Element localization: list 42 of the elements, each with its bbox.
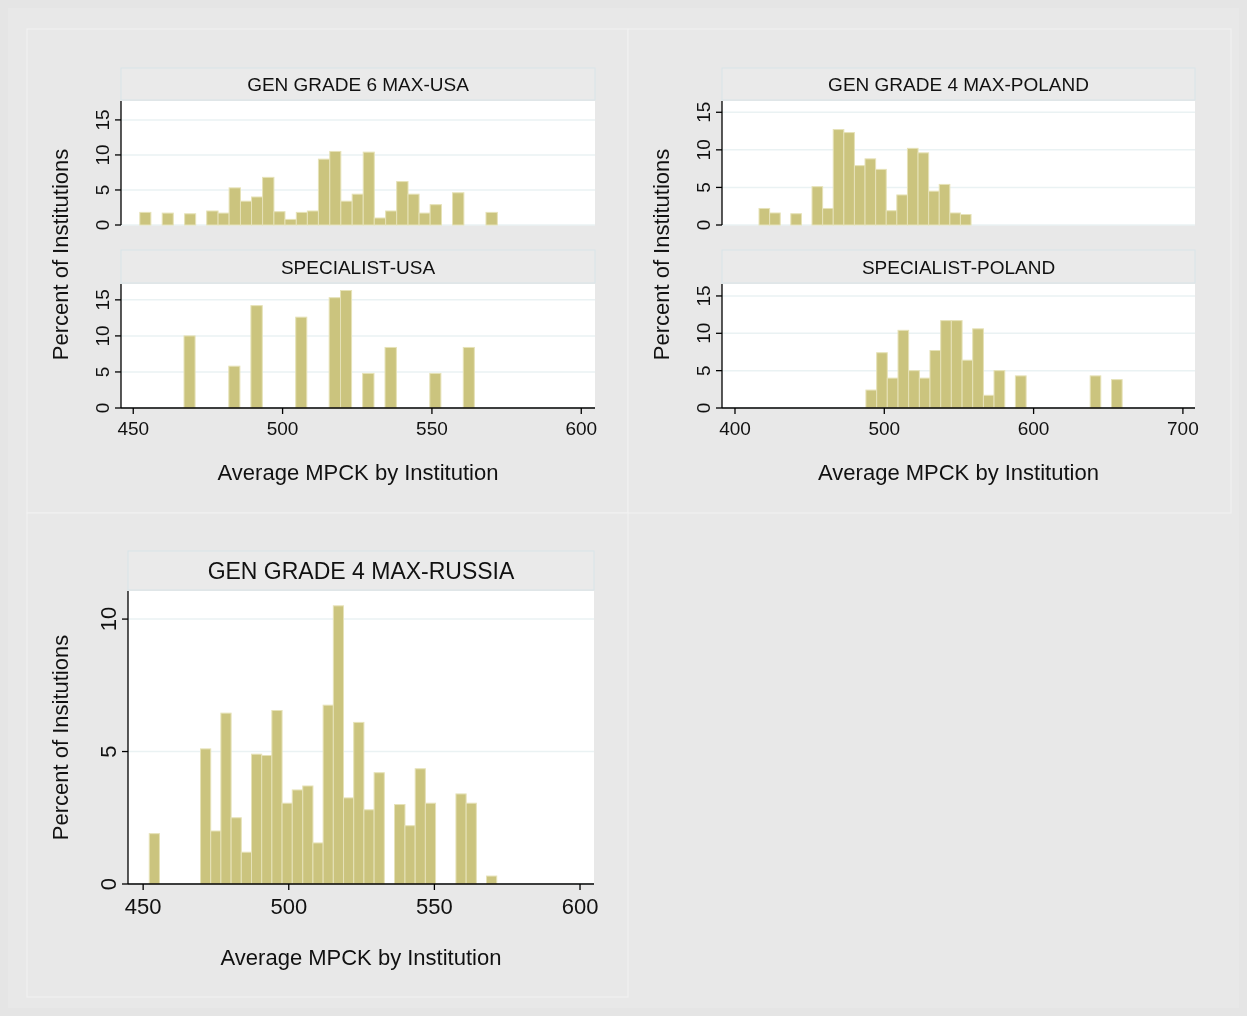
x-axis-title: Average MPCK by Institution [818, 460, 1099, 485]
x-tick-label: 500 [266, 418, 299, 439]
x-axis-title: Average MPCK by Institution [220, 945, 502, 970]
chart-title: GEN GRADE 6 MAX-USA [247, 74, 470, 96]
y-tick-label: 5 [96, 745, 121, 758]
y-axis-title: Percent of Institutions [649, 148, 674, 361]
y-tick-label: 15 [92, 289, 113, 311]
chart-title: GEN GRADE 4 MAX-POLAND [828, 74, 1089, 96]
x-tick-label: 600 [561, 894, 599, 919]
chart-title: SPECIALIST-POLAND [861, 256, 1056, 278]
x-tick-label: 700 [1167, 418, 1199, 439]
x-tick-label: 500 [270, 894, 308, 919]
x-tick-label: 600 [565, 418, 598, 439]
x-tick-label: 550 [416, 894, 453, 919]
y-tick-label: 10 [96, 606, 121, 632]
y-tick-label: 5 [92, 184, 113, 196]
x-tick-label: 450 [124, 894, 162, 919]
x-axis-title: Average MPCK by Institution [217, 460, 499, 485]
y-tick-label: 0 [693, 402, 714, 414]
y-tick-label: 10 [693, 322, 714, 344]
chart-title: GEN GRADE 4 MAX-RUSSIA [207, 558, 516, 585]
y-tick-label: 0 [92, 219, 113, 231]
x-tick-label: 600 [1017, 418, 1050, 439]
y-tick-label: 10 [92, 144, 113, 166]
y-tick-label: 0 [96, 877, 121, 891]
y-tick-label: 15 [92, 109, 113, 131]
y-tick-label: 0 [693, 219, 714, 231]
y-tick-label: 5 [693, 365, 714, 376]
y-tick-label: 5 [92, 366, 113, 378]
y-tick-label: 0 [92, 402, 113, 414]
y-tick-label: 5 [693, 182, 714, 193]
y-tick-label: 15 [693, 285, 714, 307]
x-tick-label: 450 [117, 418, 150, 439]
chart-title: SPECIALIST-USA [280, 256, 436, 278]
x-tick-label: 550 [416, 418, 448, 439]
y-axis-title: Percent of Institutions [48, 148, 73, 361]
y-tick-label: 15 [693, 101, 714, 123]
x-tick-label: 500 [868, 418, 901, 439]
x-tick-label: 400 [719, 418, 751, 439]
y-tick-label: 10 [92, 325, 113, 347]
y-axis-title: Percent of Insitutions [48, 634, 73, 841]
y-tick-label: 10 [693, 139, 714, 161]
